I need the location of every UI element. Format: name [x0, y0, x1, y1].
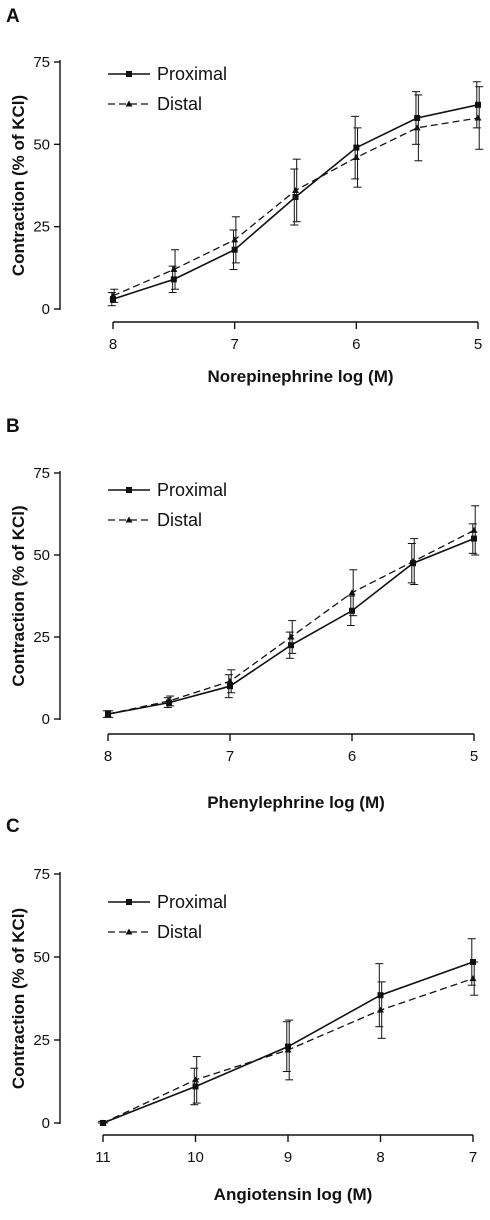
series-line-proximal	[102, 961, 474, 1124]
panel-letter: C	[6, 816, 20, 837]
y-tick-label: 75	[33, 54, 50, 71]
data-point-distal	[287, 633, 295, 640]
x-tick-label: 8	[109, 336, 117, 353]
y-tick-label: 75	[33, 465, 50, 482]
y-tick-label: 50	[33, 547, 50, 564]
data-point-proximal	[414, 114, 421, 121]
y-tick-label: 25	[33, 219, 50, 236]
x-tick-label: 5	[470, 748, 478, 765]
data-point-proximal	[349, 607, 355, 614]
data-point-distal	[292, 186, 299, 193]
data-point-distal	[348, 589, 356, 596]
data-point-distal	[192, 1076, 199, 1083]
data-point-distal	[99, 1119, 107, 1126]
y-tick-label: 25	[33, 1032, 50, 1049]
legend-marker	[125, 100, 133, 107]
data-point-proximal	[471, 535, 477, 542]
x-axis-title: Angiotensin log (M)	[214, 1185, 373, 1204]
legend-marker	[126, 487, 132, 493]
x-tick-label: 7	[226, 748, 234, 765]
legend-label: Distal	[157, 94, 202, 114]
series-line-proximal	[112, 104, 479, 300]
series-line-distal	[112, 117, 479, 297]
y-tick-label: 50	[33, 949, 50, 966]
panel-letter: A	[6, 6, 20, 27]
series-distal	[99, 961, 479, 1126]
x-tick-label: 10	[187, 1149, 204, 1166]
x-tick-label: 8	[376, 1149, 384, 1166]
series-line-distal	[107, 529, 475, 715]
legend: Proximal Distal	[108, 892, 227, 942]
series-proximal	[97, 938, 476, 1126]
data-point-distal	[104, 710, 112, 717]
y-axis-title: Contraction (% of KCl)	[9, 908, 28, 1089]
y-tick-label: 0	[42, 301, 50, 318]
chart-panel-b: B 0 25 50 75 8 7 6 5 Phenylephrine log (M) Contrac…	[6, 416, 480, 812]
y-tick-label: 75	[33, 866, 50, 883]
x-tick-label: 5	[474, 336, 482, 353]
series-distal	[104, 505, 480, 718]
y-axis-title: Contraction (% of KCl)	[9, 505, 28, 686]
y-tick-label: 25	[33, 629, 50, 646]
data-point-distal	[413, 124, 421, 131]
legend: Proximal Distal	[108, 480, 227, 530]
series-distal	[109, 86, 484, 303]
x-tick-label: 11	[95, 1149, 111, 1166]
data-point-proximal	[227, 683, 233, 690]
x-tick-label: 6	[348, 748, 356, 765]
data-point-distal	[170, 265, 178, 272]
y-tick-label: 0	[42, 1115, 50, 1132]
data-point-proximal	[377, 992, 384, 999]
y-tick-label: 50	[33, 136, 50, 153]
legend-marker	[126, 899, 132, 905]
data-point-distal	[226, 677, 234, 684]
legend-label: Distal	[157, 510, 202, 530]
chart-panel-c: C 0 25 50 75 11 10 9 8 7 Angiotensin log (M) Contra…	[6, 816, 479, 1204]
data-point-proximal	[288, 642, 294, 649]
legend-label: Proximal	[157, 892, 227, 912]
legend: Proximal Distal	[108, 64, 227, 114]
data-point-distal	[470, 526, 478, 533]
legend-marker	[125, 516, 133, 523]
data-point-distal	[474, 114, 482, 121]
data-point-distal	[284, 1046, 292, 1053]
x-tick-label: 7	[230, 336, 238, 353]
data-point-proximal	[292, 194, 299, 201]
data-point-distal	[409, 558, 417, 565]
x-tick-label: 9	[284, 1149, 292, 1166]
y-axis-title: Contraction (% of KCl)	[9, 95, 28, 276]
legend-label: Distal	[157, 922, 202, 942]
y-tick-label: 0	[42, 711, 50, 728]
data-point-distal	[469, 975, 477, 982]
x-tick-label: 7	[469, 1149, 477, 1166]
data-point-proximal	[192, 1083, 199, 1090]
legend-marker	[125, 928, 133, 935]
data-point-proximal	[110, 296, 116, 303]
chart-panel-a: A 0 25 50 75 8 7 6 5 Norepinephrine log (M) Contra…	[6, 6, 484, 386]
x-axis-title: Norepinephrine log (M)	[207, 367, 393, 386]
legend-label: Proximal	[157, 480, 227, 500]
x-axis-title: Phenylephrine log (M)	[207, 793, 385, 812]
x-tick-label: 6	[352, 336, 360, 353]
data-point-proximal	[353, 144, 360, 151]
data-point-distal	[231, 236, 239, 243]
legend-marker	[126, 71, 132, 77]
data-point-proximal	[475, 101, 481, 108]
panel-letter: B	[6, 416, 20, 437]
x-tick-label: 8	[104, 748, 112, 765]
data-point-proximal	[170, 276, 177, 283]
series-proximal	[107, 81, 481, 307]
data-point-distal	[165, 697, 173, 704]
data-point-distal	[352, 154, 360, 161]
series-line-proximal	[107, 537, 475, 715]
data-point-proximal	[231, 246, 238, 253]
data-point-distal	[109, 292, 117, 299]
legend-label: Proximal	[157, 64, 227, 84]
data-point-distal	[377, 1006, 384, 1013]
